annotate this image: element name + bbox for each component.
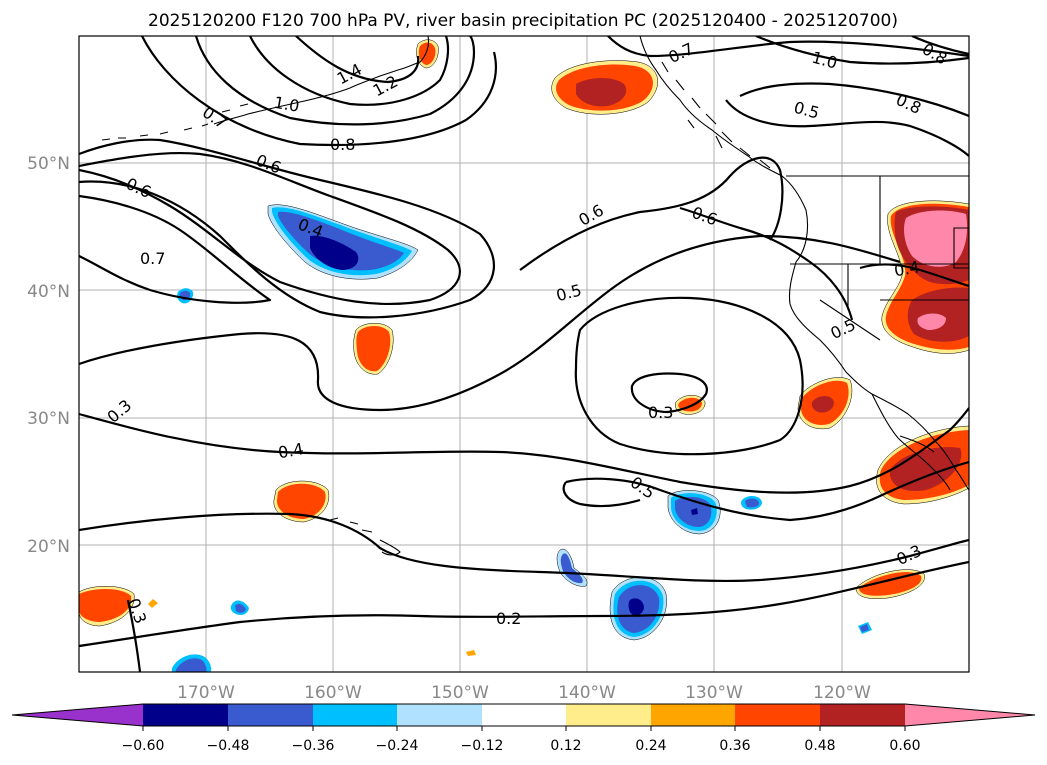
- shade-small-negative-24n: [741, 496, 762, 510]
- coast-alaska-peninsula: [213, 36, 430, 125]
- colorbar-ticks: [142, 726, 906, 731]
- shade-west-edge-positive: [79, 586, 158, 627]
- colorbar-segment-6: [566, 704, 651, 726]
- coast-borders: [786, 175, 969, 341]
- lat-label-30n: 30°N: [27, 409, 70, 429]
- contour-label-0-4-mid: 0.4: [277, 439, 305, 462]
- colorbar-segment-8: [735, 704, 820, 726]
- colorbar-segment-4: [397, 704, 482, 726]
- contour-0-5-south-loop: [562, 481, 641, 508]
- lon-label-130w: 130°W: [685, 683, 743, 703]
- coast-aleutian-dots: [101, 103, 249, 141]
- contour-0-8-ne: [739, 82, 969, 118]
- cb-tick-label-1: −0.60: [122, 738, 165, 754]
- contour-0-5-basin: [79, 234, 901, 412]
- contour-0-6-outer: [79, 138, 495, 319]
- contour-0-5-south: [565, 460, 969, 522]
- shade-positive-24n: [273, 480, 330, 523]
- colorbar-segment-2: [228, 704, 313, 726]
- contour-1-0-ne: [755, 36, 969, 65]
- shade-positive-35n: [353, 323, 394, 375]
- contour-0-4-east: [859, 263, 969, 288]
- coast-baja: [871, 393, 951, 491]
- coast-inlets: [661, 61, 771, 169]
- lon-label-140w: 140°W: [558, 683, 616, 703]
- shade-positive-western-us: [881, 200, 969, 354]
- contour-0-6-east: [679, 206, 854, 321]
- contour-1-4-ring: [295, 36, 420, 84]
- pv-contours: [79, 36, 969, 672]
- contour-0-7-west: [79, 194, 272, 304]
- cb-tick-label-10: 0.60: [889, 738, 920, 754]
- shade-small-negatives-sw: [172, 600, 476, 672]
- contour-0-8-ring: [141, 36, 497, 147]
- plot-frame: [78, 35, 970, 673]
- shade-gulf-alaska-positive: [551, 60, 658, 115]
- colorbar-segment-3: [313, 704, 397, 726]
- lon-label-120w: 120°W: [813, 683, 871, 703]
- colorbar-extend-high: [905, 704, 1035, 726]
- coast-southeast-alaska: [639, 36, 809, 263]
- shade-positive-30n: [797, 377, 853, 430]
- contour-label-0-2: 0.2: [496, 609, 521, 628]
- gridlines: [79, 36, 969, 672]
- plot-area: [79, 36, 969, 672]
- lat-label-50n: 50°N: [27, 154, 70, 174]
- colorbar-segment-9: [820, 704, 905, 726]
- contour-label-0-3-center: 0.3: [648, 403, 673, 422]
- contour-0-3-center: [630, 372, 708, 414]
- cb-tick-label-3: −0.36: [292, 738, 335, 754]
- latitude-labels: 20°N 30°N 40°N 50°N: [27, 154, 70, 557]
- cb-tick-label-9: 0.48: [804, 738, 835, 754]
- contour-label-0-8-mid: 0.8: [330, 135, 355, 154]
- colorbar-segment-7: [651, 704, 735, 726]
- cb-tick-label-8: 0.36: [719, 738, 750, 754]
- colorbar-extend-low: [12, 704, 143, 726]
- longitude-labels: 170°W 160°W 150°W 140°W 130°W 120°W: [177, 683, 871, 703]
- shade-negative-15n: [609, 577, 667, 641]
- map-title: 2025120200 F120 700 hPa PV, river basin …: [148, 11, 898, 31]
- contour-0-7-ne: [607, 36, 969, 58]
- contour-0-3-sw: [126, 599, 142, 672]
- coast-hawaii: [329, 517, 401, 556]
- contour-0-5-ne: [725, 99, 969, 157]
- contour-0-6-center: [519, 156, 784, 271]
- contour-1-0-ring: [194, 36, 476, 126]
- contour-0-3-long: [79, 512, 969, 583]
- lat-label-40n: 40°N: [27, 282, 70, 302]
- contour-label-0-7-west: 0.7: [140, 249, 165, 268]
- cb-tick-label-2: −0.48: [207, 738, 250, 754]
- plot-content: 1.4 1.2 1.0 0.7 0.8 0.6 0.6 0.7 0.4 0.7 …: [79, 36, 969, 672]
- precip-shading: [79, 39, 969, 672]
- lat-label-20n: 20°N: [27, 537, 70, 557]
- contour-label-0-4-east: 0.4: [893, 257, 921, 280]
- colorbar-segment-5: [482, 704, 566, 726]
- contour-0-2: [79, 560, 969, 648]
- lon-label-170w: 170°W: [177, 683, 235, 703]
- cb-tick-label-6: 0.12: [550, 738, 581, 754]
- contour-0-8-corner: [911, 36, 969, 56]
- shade-central-negative-streak: [267, 204, 419, 280]
- contour-1-2-ring: [249, 36, 450, 106]
- lon-label-150w: 150°W: [431, 683, 489, 703]
- cb-tick-label-7: 0.24: [635, 738, 666, 754]
- contour-0-5-inner: [574, 296, 804, 456]
- cb-tick-label-4: −0.24: [376, 738, 419, 754]
- colorbar: −0.60 −0.48 −0.36 −0.24 −0.12 0.12 0.24 …: [11, 703, 1036, 754]
- cb-tick-label-5: −0.12: [461, 738, 504, 754]
- shade-small-negative-14n: [858, 622, 872, 634]
- lon-label-160w: 160°W: [304, 683, 362, 703]
- colorbar-segment-1: [143, 704, 228, 726]
- contour-0-6-west: [79, 151, 461, 305]
- contour-label-1-0-west: 1.0: [272, 93, 300, 116]
- shade-negative-streak-18n: [556, 548, 588, 587]
- contour-0-4-long: [79, 407, 969, 494]
- coastlines: [101, 36, 969, 556]
